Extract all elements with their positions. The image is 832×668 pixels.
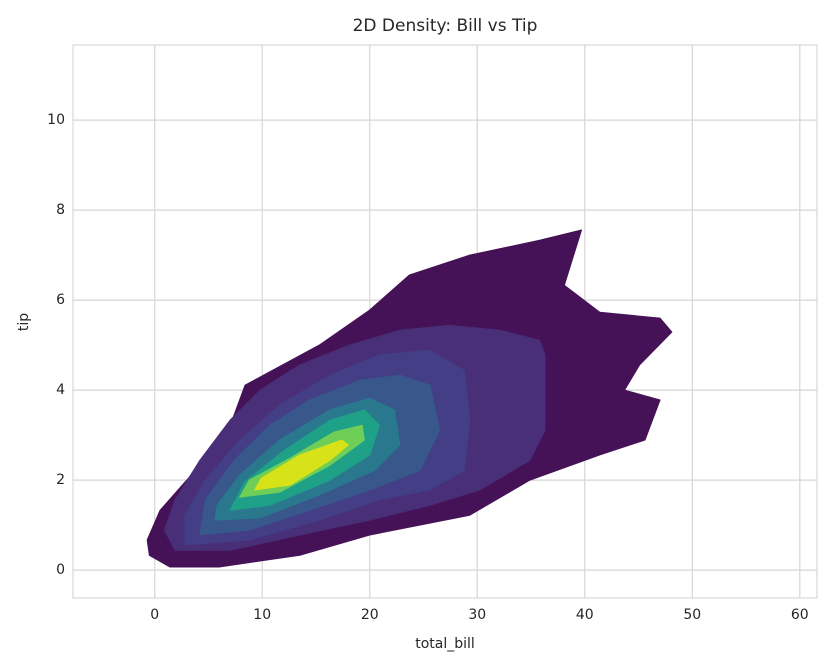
- x-tick-label: 30: [468, 607, 486, 623]
- x-tick-label: 0: [150, 607, 159, 623]
- plot-frame: [72, 44, 818, 599]
- y-tick-label: 4: [56, 382, 65, 398]
- y-tick-label: 0: [56, 562, 65, 578]
- density-contour: [254, 439, 349, 491]
- y-tick-label: 6: [56, 292, 65, 308]
- x-tick-label: 10: [253, 607, 271, 623]
- x-tick-label: 40: [576, 607, 594, 623]
- y-tick-label: 10: [47, 112, 65, 128]
- chart-title: 2D Density: Bill vs Tip: [353, 16, 538, 36]
- y-axis-label: tip: [16, 313, 32, 331]
- x-tick-label: 60: [791, 607, 809, 623]
- x-axis-label: total_bill: [415, 636, 475, 652]
- x-tick-label: 50: [683, 607, 701, 623]
- x-tick-label: 20: [361, 607, 379, 623]
- y-tick-label: 2: [56, 472, 65, 488]
- y-tick-label: 8: [56, 202, 65, 218]
